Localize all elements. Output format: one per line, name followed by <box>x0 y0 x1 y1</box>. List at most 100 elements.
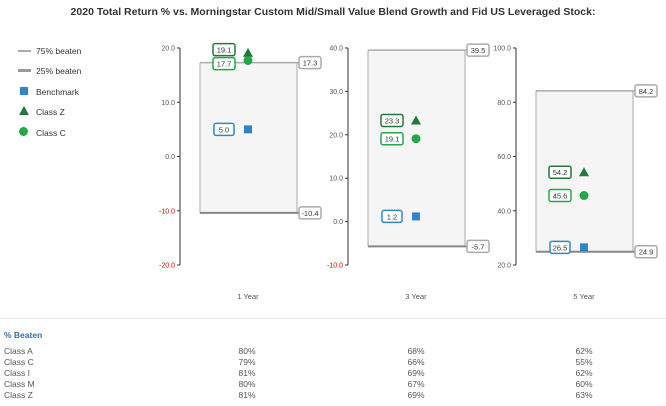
legend-label: 25% beaten <box>36 66 82 76</box>
chart-area: 20.0 10.0 0.0 -10.0 -20.0 17.3 -10.4 5.0 19.1 17.… <box>159 42 658 301</box>
class-name: Class I <box>4 368 30 378</box>
percent-value: 66% <box>407 357 425 367</box>
y-tick-label: 30.0 <box>329 89 343 96</box>
class-z-label-box <box>548 165 572 179</box>
benchmark-label-box <box>213 122 235 137</box>
table-row: Class I 81% 69% 62% <box>0 368 666 380</box>
percent-value: 62% <box>575 368 593 378</box>
legend-item-class-z: Class Z <box>18 105 138 119</box>
percent-value: 69% <box>407 390 425 400</box>
beaten-75-label: 17.3 <box>303 59 318 68</box>
class-name: Class A <box>4 346 33 356</box>
y-tick-label: 60.0 <box>497 154 511 161</box>
beaten-75-label-box <box>634 84 658 98</box>
percent-value: 69% <box>407 368 425 378</box>
benchmark-marker <box>580 243 588 252</box>
legend-label: 75% beaten <box>36 46 82 56</box>
benchmark-label: 1.2 <box>387 212 397 221</box>
legend-item-75-beaten: 75% beaten <box>18 44 138 58</box>
y-tick-label: 10.0 <box>161 100 175 107</box>
period-label: 1 Year <box>237 292 259 301</box>
y-tick-label: 20.0 <box>497 263 511 270</box>
percentile-range-box <box>200 62 297 213</box>
class-c-label-box <box>212 56 236 71</box>
line-dark-icon <box>18 64 32 78</box>
class-z-label-box <box>380 113 404 128</box>
y-tick-label: 0.0 <box>333 219 343 226</box>
period-label: 3 Year <box>405 292 427 301</box>
y-tick-label: 100.0 <box>493 46 511 53</box>
class-c-label-box <box>548 188 572 203</box>
benchmark-label: 5.0 <box>219 125 229 134</box>
y-tick-label: 10.0 <box>329 176 343 183</box>
y-tick-label: 20.0 <box>329 132 343 139</box>
benchmark-marker <box>244 125 252 134</box>
y-tick-label: -10.0 <box>327 263 343 270</box>
y-tick-label: 20.0 <box>161 46 175 53</box>
class-z-marker <box>243 47 253 57</box>
percent-value: 68% <box>407 346 425 356</box>
percent-value: 60% <box>575 379 593 389</box>
percent-value: 79% <box>238 357 256 367</box>
percent-value: 63% <box>575 390 593 400</box>
class-c-marker <box>411 134 421 144</box>
percent-value: 67% <box>407 379 425 389</box>
period-label: 5 Year <box>573 292 595 301</box>
class-c-label: 45.6 <box>553 192 568 201</box>
legend-item-25-beaten: 25% beaten <box>18 64 138 78</box>
beaten-25-label: -10.4 <box>301 209 318 218</box>
table-row: Class A 80% 68% 62% <box>0 346 666 358</box>
benchmark-label: 26.5 <box>553 243 568 252</box>
class-name: Class C <box>4 357 34 367</box>
y-tick-label: 80.0 <box>497 100 511 107</box>
class-name: Class M <box>4 379 35 389</box>
table-row: Class M 80% 67% 60% <box>0 379 666 391</box>
table-row: Class C 79% 66% 55% <box>0 357 666 369</box>
benchmark-label-box <box>549 240 571 255</box>
beaten-75-label: 84.2 <box>639 87 654 96</box>
class-c-marker <box>579 191 589 201</box>
class-z-label: 23.3 <box>385 116 400 125</box>
beaten-25-label: -5.7 <box>472 242 485 251</box>
class-z-label-box <box>212 42 236 57</box>
legend-label: Benchmark <box>36 87 79 97</box>
class-c-label: 17.7 <box>217 60 232 69</box>
beaten-75-label-box <box>298 55 322 70</box>
beaten-25-label: 24.9 <box>639 248 654 257</box>
class-name: Class Z <box>4 390 33 400</box>
y-tick-label: 40.0 <box>329 46 343 53</box>
percent-value: 62% <box>575 346 593 356</box>
class-z-label: 54.2 <box>553 168 568 177</box>
percent-value: 81% <box>238 368 256 378</box>
table-row: Class Z 81% 69% 63% <box>0 390 666 402</box>
section-divider <box>0 318 666 319</box>
triangle-icon <box>18 105 32 119</box>
beaten-25-label-box <box>466 239 490 254</box>
class-c-label: 19.1 <box>385 135 400 144</box>
legend-item-benchmark: Benchmark <box>18 85 138 99</box>
class-z-marker <box>579 167 589 177</box>
percent-value: 55% <box>575 357 593 367</box>
y-tick-label: -20.0 <box>159 263 175 270</box>
class-z-marker <box>411 115 421 125</box>
y-tick-label: -10.0 <box>159 208 175 215</box>
percent-value: 81% <box>238 390 256 400</box>
benchmark-label-box <box>381 209 403 224</box>
benchmark-marker <box>412 212 420 221</box>
percent-value: 80% <box>238 346 256 356</box>
line-light-icon <box>18 44 32 58</box>
beaten-25-label-box <box>634 244 658 259</box>
legend-label: Class C <box>36 128 66 138</box>
y-tick-label: 40.0 <box>497 208 511 215</box>
legend-item-class-c: Class C <box>18 126 138 140</box>
percent-value: 80% <box>238 379 256 389</box>
y-tick-label: 0.0 <box>165 154 175 161</box>
legend-label: Class Z <box>36 107 65 117</box>
beaten-25-label-box <box>298 206 322 220</box>
beaten-75-label: 39.5 <box>471 46 486 55</box>
percent-beaten-title: % Beaten <box>4 330 43 340</box>
class-c-marker <box>243 55 253 65</box>
square-icon <box>18 85 32 99</box>
class-z-label: 19.1 <box>217 46 232 55</box>
circle-icon <box>18 126 32 140</box>
